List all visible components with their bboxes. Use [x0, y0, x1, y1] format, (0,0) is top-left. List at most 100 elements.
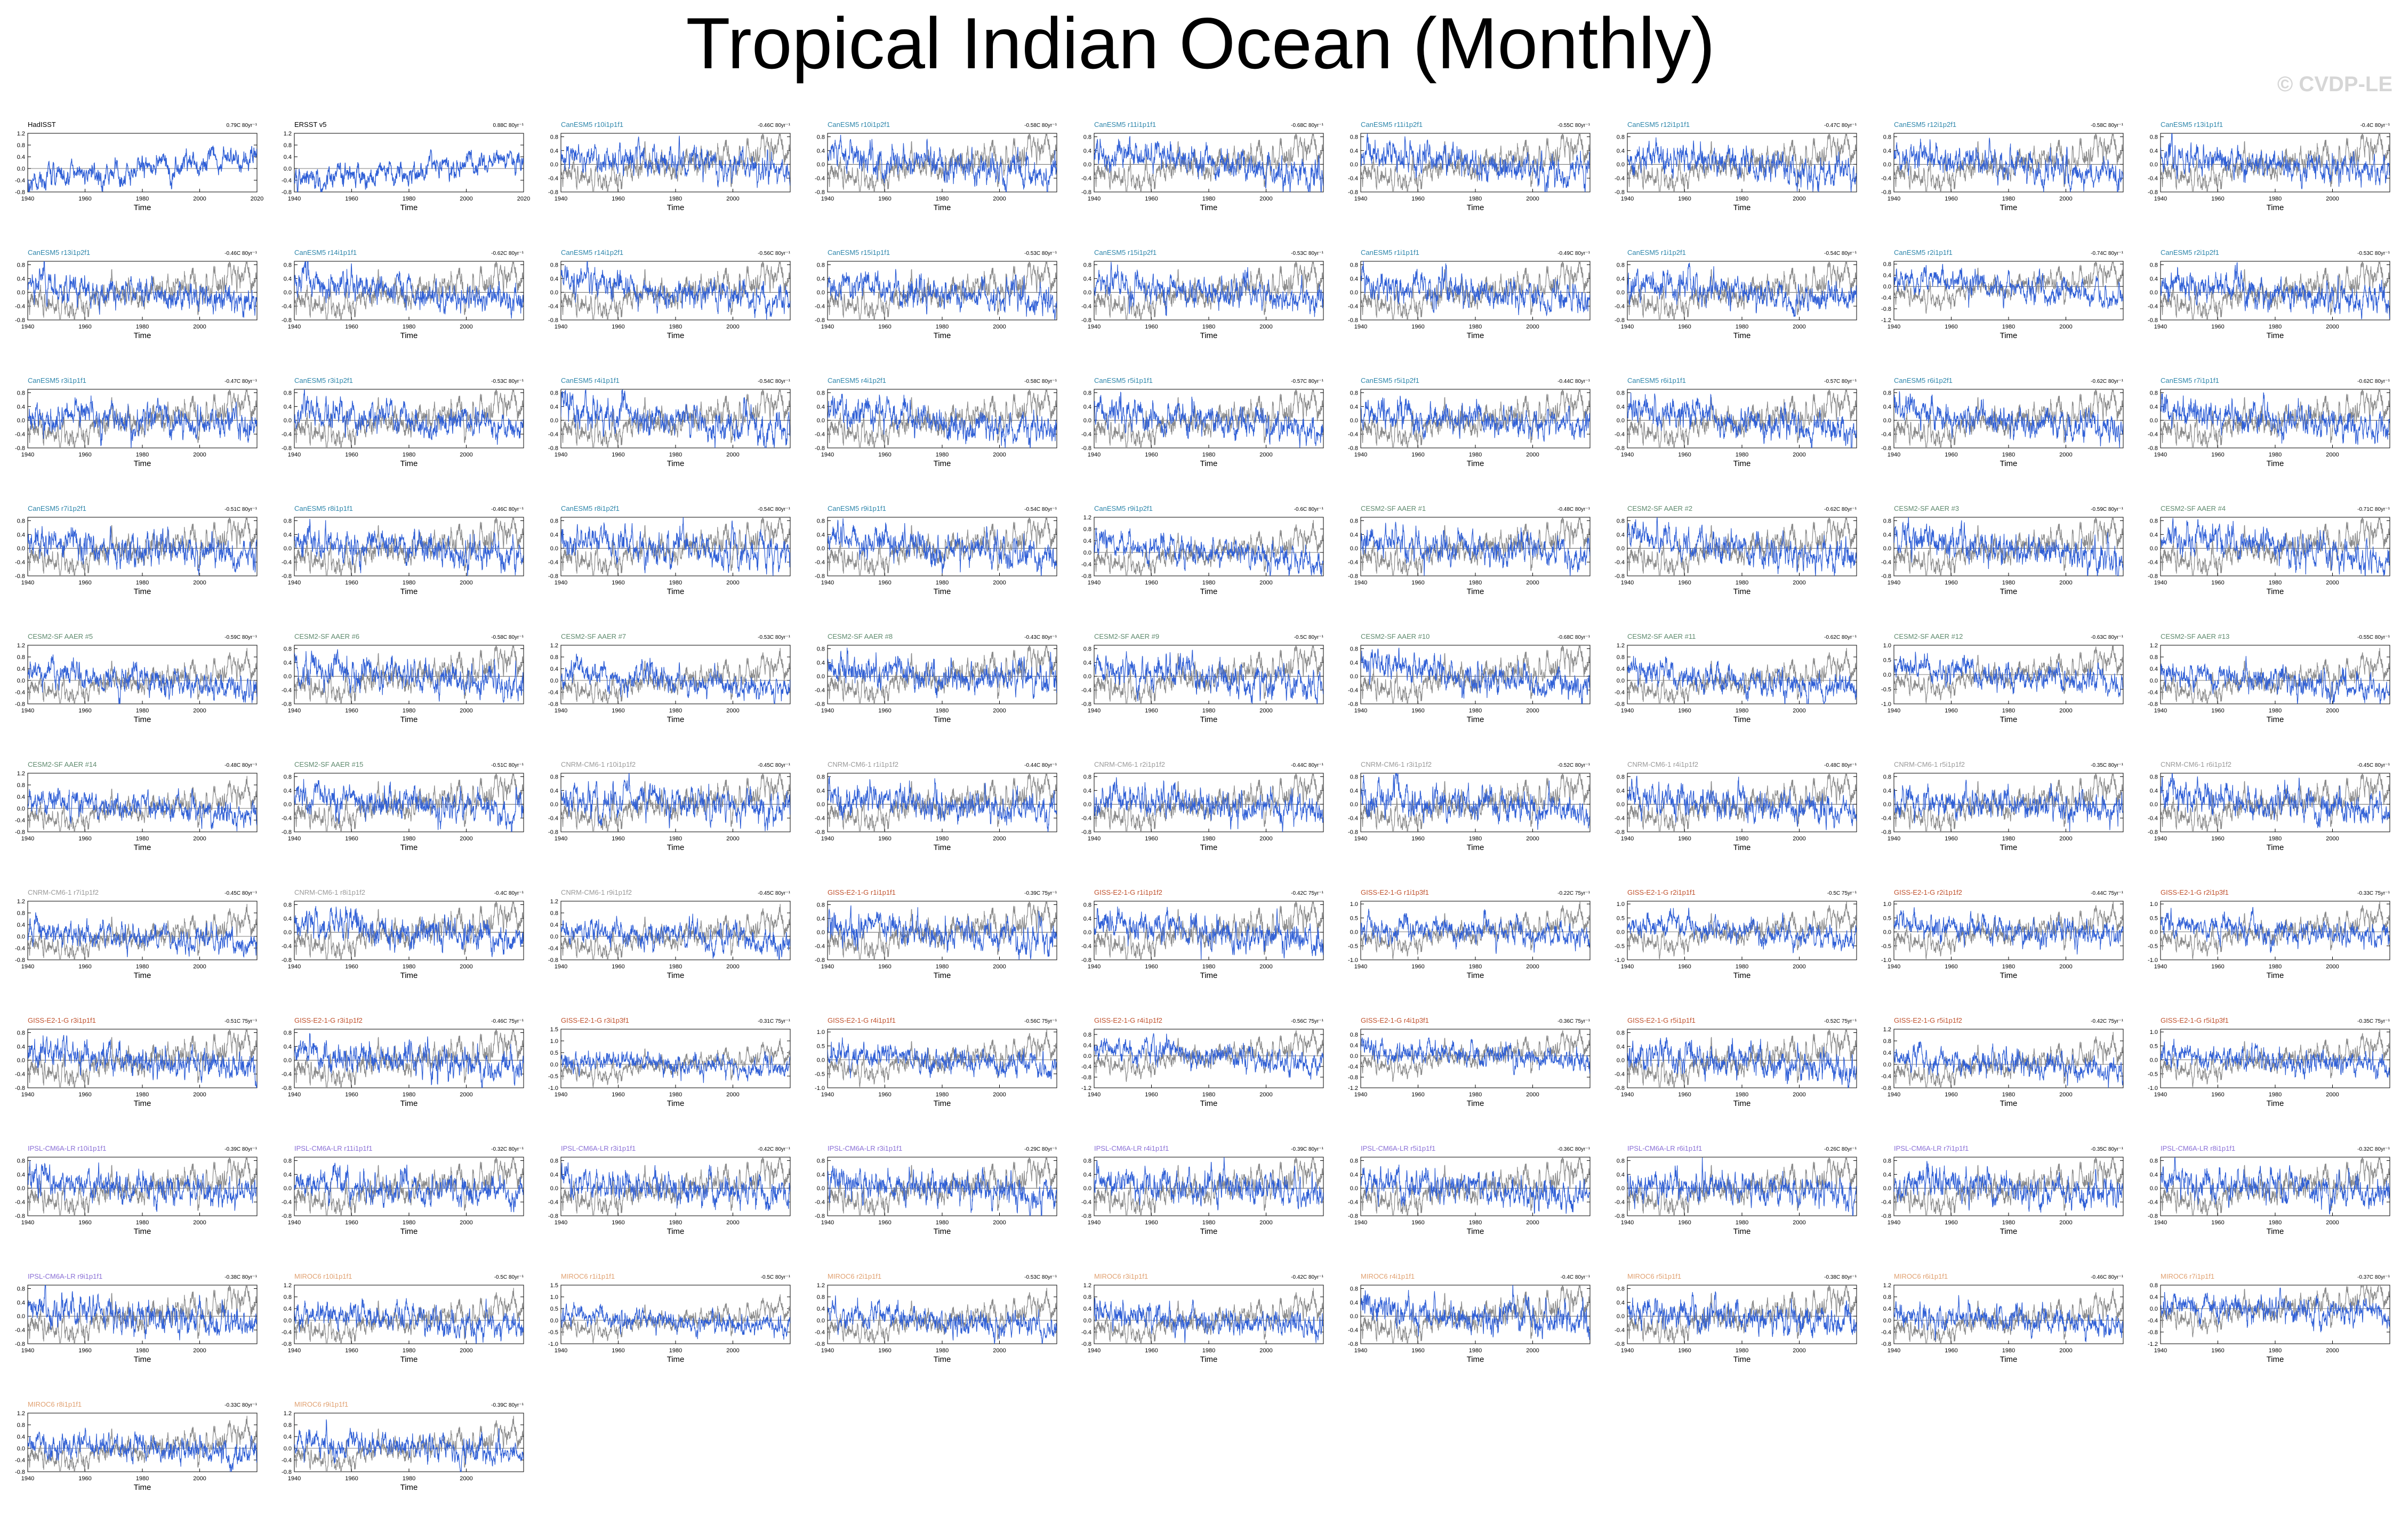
y-tick-label: -0.4	[2148, 1318, 2158, 1324]
chart-panel: CanESM5 r10i1p1f1 -0.46C 80yr⁻¹ -0.8 -0.4 0.…	[548, 121, 791, 212]
y-tick-label: -0.8	[548, 573, 558, 580]
x-tick-label: 1980	[669, 1220, 682, 1226]
y-tick-label: 0.0	[1350, 673, 1358, 680]
y-tick-label: 0.8	[1350, 518, 1358, 524]
x-tick-label: 1980	[403, 836, 415, 842]
y-tick-label: 0.8	[1617, 1158, 1625, 1164]
panel-trend: -0.46C 80yr⁻¹	[224, 251, 258, 256]
panel-frame	[294, 645, 524, 704]
x-tick-label: 2000	[1526, 964, 1539, 970]
panel-title: CanESM5 r14i1p2f1	[561, 248, 623, 256]
y-tick-label: 0.5	[2150, 915, 2158, 921]
series-line-observed	[1894, 1032, 2123, 1088]
x-tick-label: 2000	[1793, 836, 1805, 842]
y-tick-label: -0.8	[282, 445, 292, 452]
x-tick-label: 1960	[1145, 836, 1158, 842]
series-line-model	[2161, 518, 2390, 576]
panel-trend: -0.55C 80yr⁻¹	[1557, 123, 1591, 129]
y-tick-label: 0.8	[1883, 1294, 1891, 1301]
y-tick-label: -0.4	[282, 178, 292, 184]
y-tick-label: -0.8	[282, 1213, 292, 1220]
x-tick-label: 2000	[193, 452, 206, 458]
series-line-model	[1094, 907, 1323, 960]
x-axis-label: Time	[934, 203, 951, 212]
y-tick-label: 0.8	[1883, 134, 1891, 140]
panel-frame	[1094, 517, 1324, 576]
series-line-model	[2161, 133, 2390, 189]
y-tick-label: -0.4	[282, 943, 292, 950]
y-tick-label: -0.8	[1615, 189, 1625, 196]
series-line-model	[2161, 773, 2390, 828]
panel-trend: -0.51C 75yr⁻¹	[224, 1018, 258, 1024]
x-axis-label: Time	[400, 1099, 418, 1108]
y-tick-label: 0.4	[1083, 1042, 1091, 1049]
chart-panel: HadISST 0.79C 80yr⁻¹ -0.8 -0.4 0.0 0.4 0.8 1.2 1…	[15, 121, 263, 212]
y-tick-label: -0.4	[2148, 1199, 2158, 1206]
x-tick-label: 1980	[1202, 1348, 1215, 1354]
y-tick-label: -0.8	[1081, 957, 1091, 964]
x-axis-label: Time	[1467, 587, 1484, 596]
y-tick-label: 1.2	[1883, 1026, 1891, 1033]
series-line-observed	[1094, 133, 1323, 192]
chart-panel: CNRM-CM6-1 r1i1p1f2 -0.44C 80yr⁻¹ -0.8 -0.4…	[815, 760, 1057, 852]
x-tick-label: 2000	[2326, 1092, 2339, 1098]
y-tick-label: -0.4	[282, 431, 292, 438]
series-line-model	[828, 776, 1057, 832]
x-axis-label: Time	[134, 587, 151, 596]
x-tick-label: 1980	[403, 1092, 415, 1098]
y-tick-label: 1.2	[817, 1282, 825, 1289]
y-tick-label: 0.8	[550, 518, 558, 524]
y-tick-label: 0.0	[1083, 1185, 1091, 1192]
y-tick-label: 0.8	[1083, 390, 1091, 396]
x-tick-label: 2000	[1259, 836, 1272, 842]
y-tick-label: -1.0	[1881, 957, 1891, 964]
panel-frame	[560, 517, 791, 576]
panel-trend: -0.53C 80yr⁻¹	[1024, 251, 1057, 256]
x-tick-label: 1980	[2269, 196, 2282, 202]
chart-panel: CanESM5 r9i1p1f1 -0.54C 80yr⁻¹ -0.8 -0.4 0.0…	[815, 504, 1057, 596]
y-tick-label: -0.8	[815, 829, 825, 836]
y-tick-label: -0.4	[1881, 431, 1891, 438]
x-tick-label: 2000	[1793, 1348, 1805, 1354]
panel-title: IPSL-CM6A-LR r9i1p1f1	[28, 1272, 102, 1280]
x-axis-label: Time	[1733, 715, 1751, 724]
y-tick-label: -0.8	[1081, 1074, 1091, 1081]
series-line-model	[294, 261, 524, 319]
y-tick-label: 0.4	[1083, 788, 1091, 794]
chart-panel: GISS-E2-1-G r2i1p1f1 -0.5C 75yr⁻¹ -1.0 -0.5…	[1615, 888, 1857, 980]
y-tick-label: -0.8	[282, 189, 292, 196]
x-tick-label: 1940	[2154, 196, 2167, 202]
y-tick-label: -0.8	[2148, 701, 2158, 708]
y-tick-label: 0.4	[1617, 1044, 1625, 1050]
panel-title: CanESM5 r4i1p2f1	[828, 376, 886, 384]
x-tick-label: 2000	[193, 964, 206, 970]
y-tick-label: 0.4	[1083, 916, 1091, 922]
series-line-model	[1361, 1037, 1590, 1076]
x-tick-label: 1960	[878, 452, 891, 458]
y-tick-label: -0.8	[815, 1213, 825, 1220]
x-axis-label: Time	[1467, 843, 1484, 852]
chart-panel: CanESM5 r5i1p1f1 -0.57C 80yr⁻¹ -0.8 -0.4 0.0…	[1081, 376, 1324, 468]
x-tick-label: 2000	[1526, 1092, 1539, 1098]
chart-panel: GISS-E2-1-G r1i1p1f2 -0.42C 75yr⁻¹ -0.8 -0.…	[1081, 888, 1324, 980]
x-tick-label: 1980	[669, 452, 682, 458]
y-tick-label: 0.8	[2150, 518, 2158, 524]
x-tick-label: 1940	[821, 196, 834, 202]
panel-title: CanESM5 r15i1p2f1	[1094, 248, 1157, 256]
x-axis-label: Time	[934, 715, 951, 724]
y-tick-label: -0.4	[1615, 815, 1625, 822]
x-tick-label: 1960	[78, 580, 91, 586]
chart-panel: CanESM5 r6i1p1f1 -0.57C 80yr⁻¹ -0.8 -0.4 0.0…	[1615, 376, 1857, 468]
y-tick-label: -0.4	[15, 689, 25, 696]
x-tick-label: 1960	[612, 1220, 624, 1226]
y-tick-label: 0.0	[17, 166, 25, 172]
panel-title: CNRM-CM6-1 r7i1p1f2	[28, 888, 99, 896]
panel-trend: -0.59C 80yr⁻¹	[224, 635, 258, 640]
y-tick-label: 0.0	[2150, 546, 2158, 552]
chart-panel: CNRM-CM6-1 r8i1p1f2 -0.4C 80yr⁻¹ -0.8 -0.4 0…	[282, 888, 524, 980]
panel-title: GISS-E2-1-G r1i1p1f1	[828, 888, 896, 896]
y-tick-label: 0.0	[817, 1318, 825, 1324]
x-tick-label: 1980	[936, 1220, 949, 1226]
series-line-model	[28, 912, 257, 958]
y-tick-label: -0.4	[1348, 1327, 1358, 1334]
